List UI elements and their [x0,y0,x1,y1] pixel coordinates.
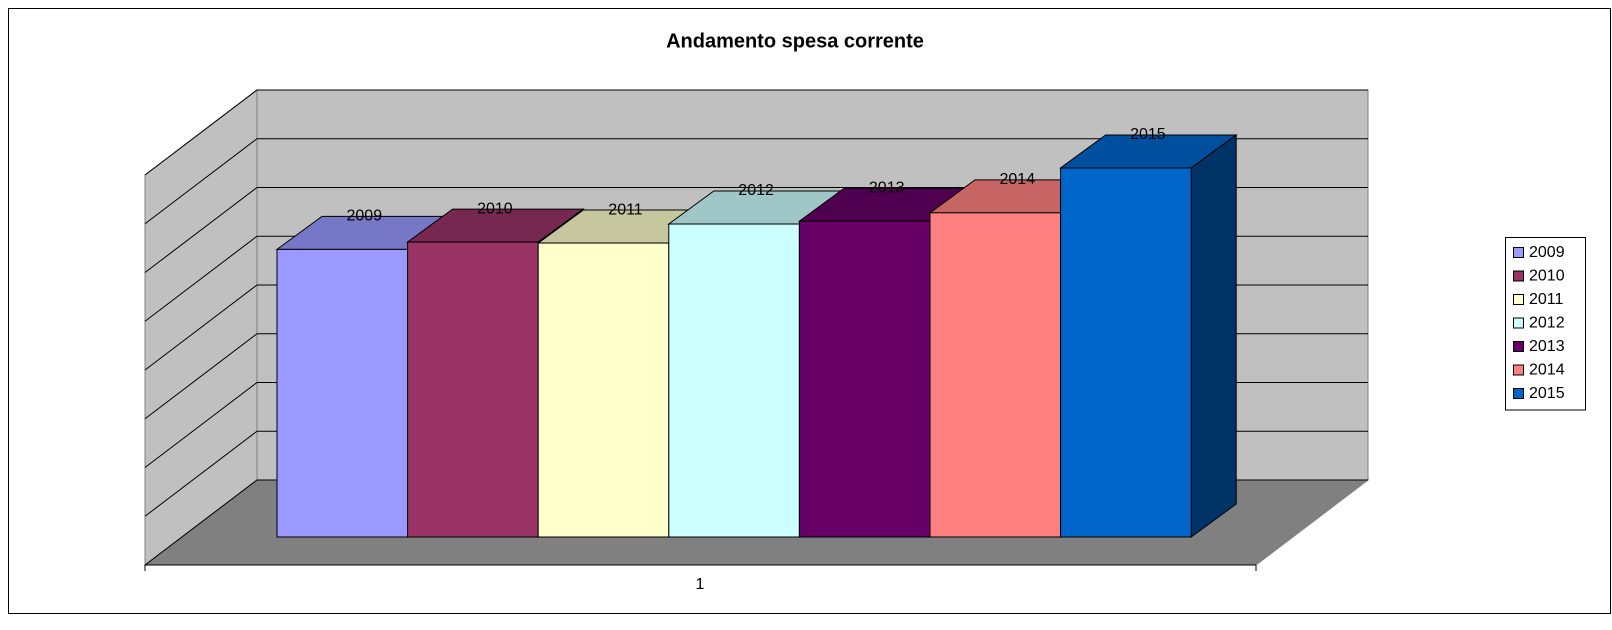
legend-label: 2009 [1529,244,1565,261]
bar [668,223,800,538]
grid-line [144,89,1368,176]
data-label: 2012 [738,182,774,199]
legend-swatch [1513,364,1524,376]
bar [1060,167,1192,538]
legend-swatch [1513,294,1524,305]
data-label: 2010 [477,200,513,217]
bar [798,220,931,538]
x-tick-label: 1 [696,576,705,593]
legend-swatch [1513,317,1524,329]
data-label: 2011 [608,201,643,218]
grid-line [144,138,1368,225]
bar [407,241,539,538]
legend-swatch [1513,247,1524,258]
legend-label: 2012 [1529,315,1565,332]
data-label: 2014 [1000,171,1036,188]
bar [929,212,1062,538]
data-label: 2015 [1130,126,1166,143]
bar-side [1190,133,1237,538]
legend-label: 2013 [1529,338,1565,355]
bar [537,242,670,538]
legend-swatch [1513,270,1524,282]
data-label: 2013 [869,179,905,196]
legend-label: 2015 [1529,385,1565,402]
data-label: 2009 [347,208,383,225]
legend-label: 2010 [1529,268,1565,285]
legend-label: 2011 [1529,291,1564,308]
legend-swatch [1513,388,1524,399]
legend-label: 2014 [1529,362,1565,379]
bar [276,248,409,538]
legend-swatch [1513,341,1524,352]
chart-title: Andamento spesa corrente [666,30,924,52]
